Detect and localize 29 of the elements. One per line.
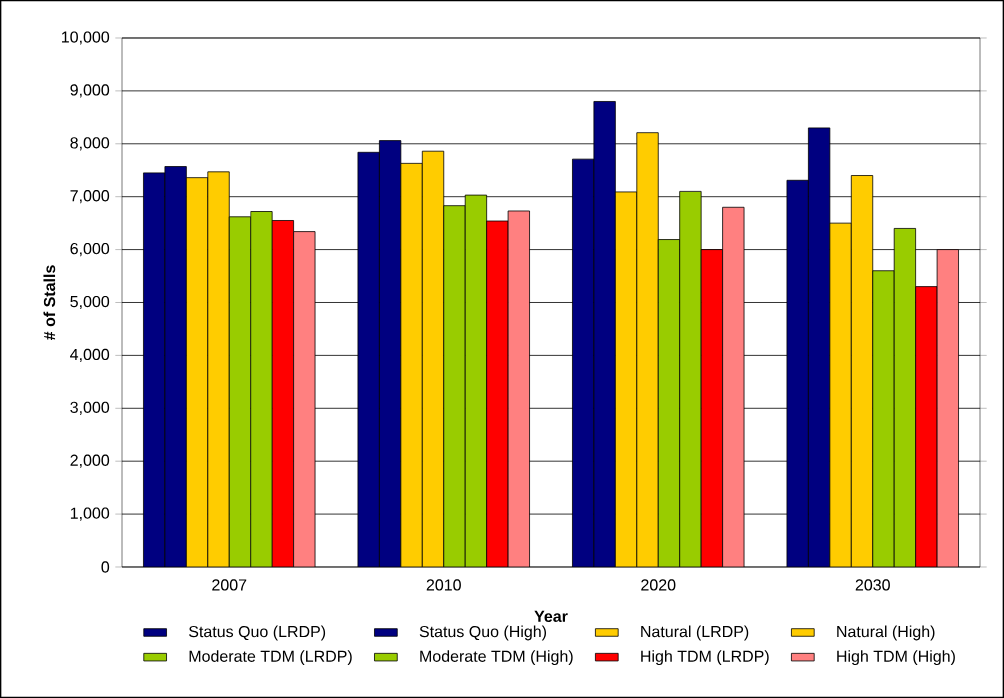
y-tick-label: 9,000 bbox=[70, 84, 110, 98]
bar bbox=[572, 158, 595, 567]
y-tick-label: 1,000 bbox=[70, 507, 110, 521]
y-axis-title: # of Stalls bbox=[43, 265, 56, 340]
legend-label: Natural (LRDP) bbox=[641, 625, 749, 641]
y-tick-label: 2,000 bbox=[70, 454, 110, 468]
x-axis-title: Year bbox=[534, 610, 568, 622]
legend-label: Natural (High) bbox=[837, 625, 935, 641]
x-tick-label: 2010 bbox=[426, 579, 461, 591]
y-tick-label: 7,000 bbox=[70, 190, 110, 204]
x-tick-label: 2020 bbox=[641, 579, 676, 591]
y-tick-label: 8,000 bbox=[70, 137, 110, 151]
x-tick-label: 2030 bbox=[855, 579, 890, 591]
legend-label: Moderate TDM (High) bbox=[420, 650, 573, 666]
y-tick-label: 3,000 bbox=[70, 401, 110, 415]
legend-label: High TDM (LRDP) bbox=[641, 650, 769, 666]
x-tick-label: 2007 bbox=[212, 579, 247, 591]
legend-label: Status Quo (High) bbox=[419, 625, 547, 641]
y-tick-label: 6,000 bbox=[70, 242, 110, 257]
y-tick-label: 10,000 bbox=[62, 31, 110, 45]
bar bbox=[593, 101, 616, 567]
y-tick-label: 0 bbox=[101, 561, 110, 573]
bar bbox=[164, 166, 187, 567]
y-tick-label: 4,000 bbox=[70, 348, 110, 362]
bar bbox=[143, 172, 166, 567]
legend-label: High TDM (High) bbox=[837, 650, 955, 666]
legend-label: Status Quo (LRDP) bbox=[189, 625, 326, 641]
legend-label: Moderate TDM (LRDP) bbox=[189, 650, 352, 666]
y-tick-label: 5,000 bbox=[70, 295, 110, 310]
